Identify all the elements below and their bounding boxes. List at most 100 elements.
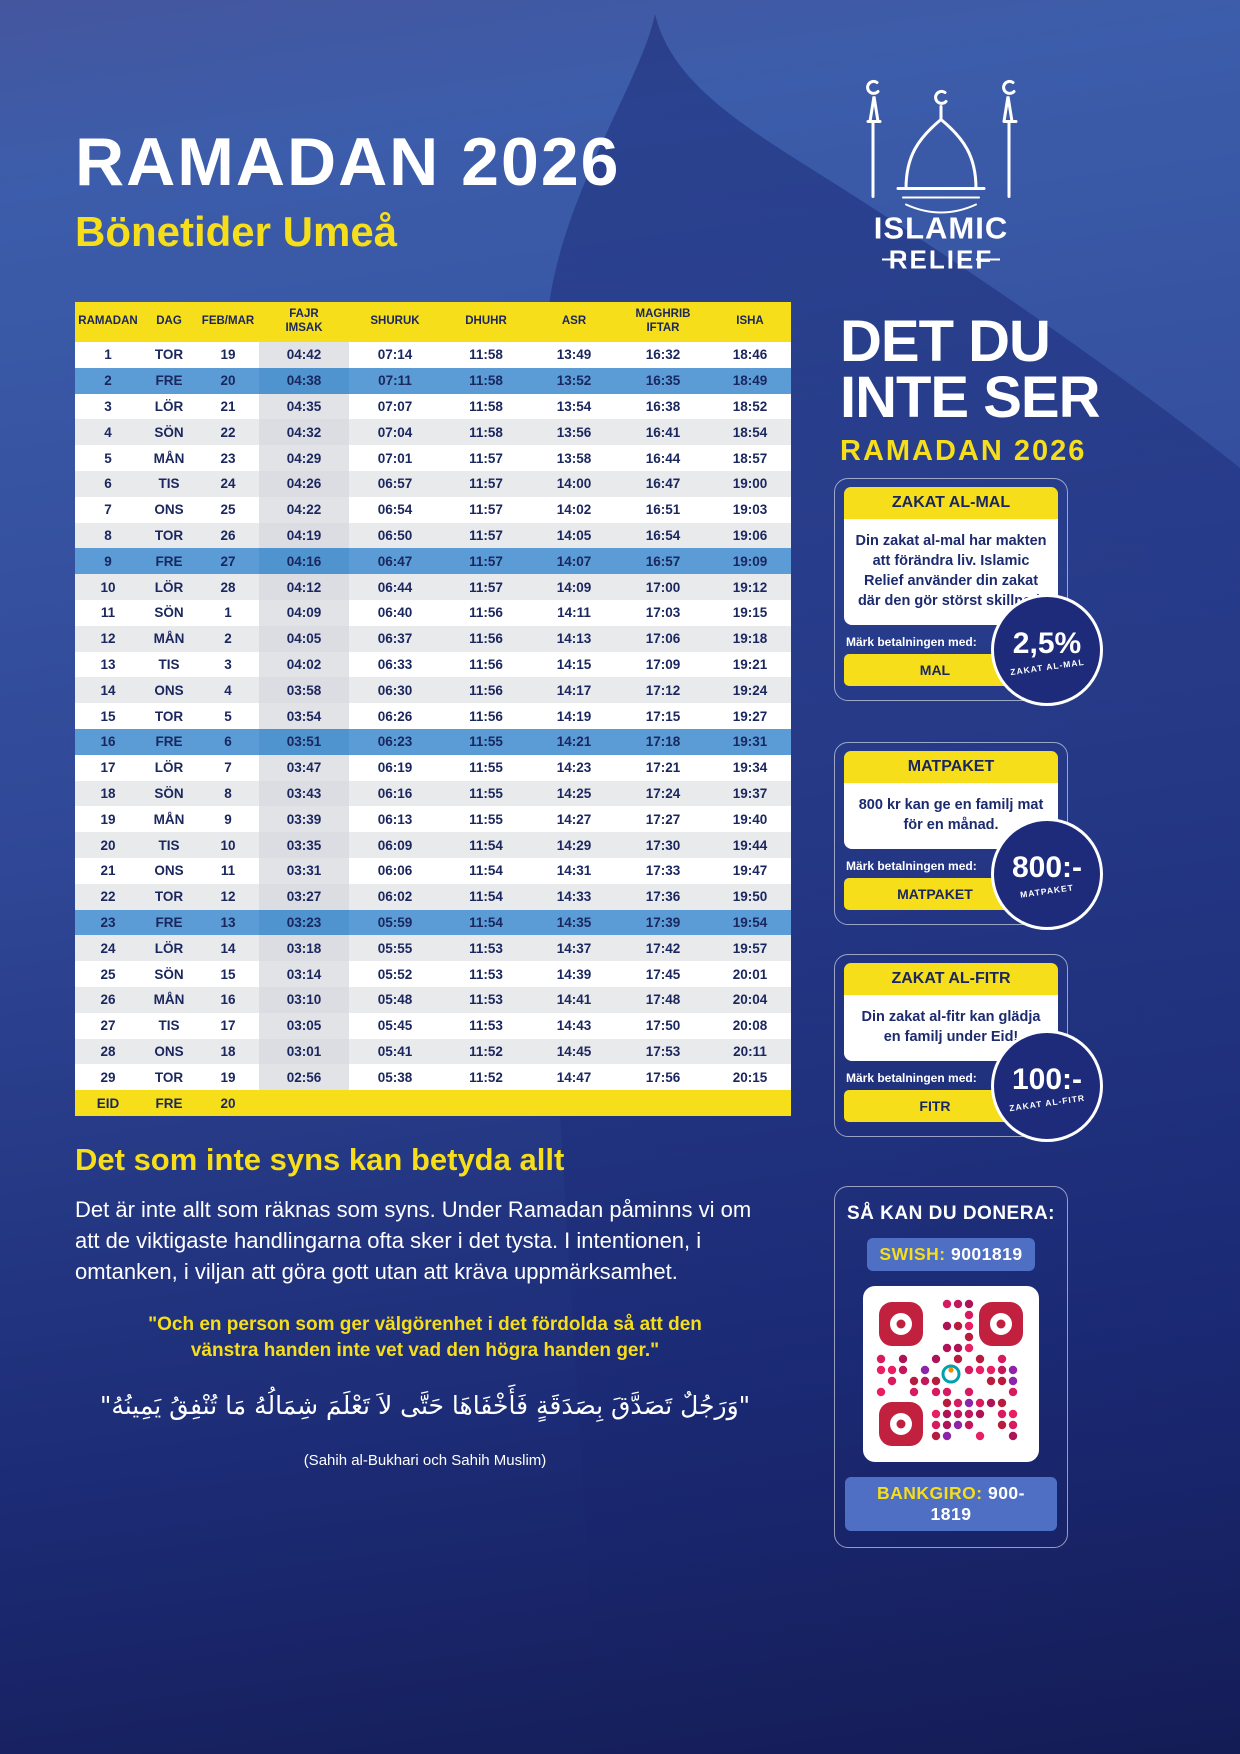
column-header: SHURUK <box>349 302 441 342</box>
table-cell: 21 <box>197 393 259 420</box>
table-row: 11 SÖN 1 04:09 06:40 11:56 14:11 17:03 19:15 <box>75 599 791 626</box>
table-cell: SÖN <box>141 599 197 626</box>
table-cell: 13:52 <box>531 367 617 394</box>
table-cell: 03:51 <box>259 728 349 755</box>
amount-badge: 100:- ZAKAT AL-FITR <box>991 1030 1103 1142</box>
table-cell: 03:14 <box>259 961 349 987</box>
table-cell: 3 <box>197 651 259 678</box>
table-cell: 9 <box>75 548 141 575</box>
table-cell: 25 <box>75 961 141 987</box>
table-cell: 19:21 <box>709 651 791 678</box>
table-cell: 11:57 <box>441 445 531 471</box>
campaign-title-line1: DET DU <box>840 309 1051 374</box>
table-cell: 13 <box>75 651 141 678</box>
bankgiro-number: 900-1819 <box>930 1483 1025 1524</box>
logo-text-islamic: ISLAMIC <box>874 211 1008 246</box>
table-cell: 06:40 <box>349 599 441 626</box>
message-heading: Det som inte syns kan betyda allt <box>75 1142 565 1177</box>
table-cell: 12 <box>197 883 259 910</box>
table-cell: 28 <box>75 1038 141 1065</box>
table-cell: TOR <box>141 342 197 368</box>
table-cell: 11 <box>75 599 141 626</box>
table-cell: SÖN <box>141 419 197 446</box>
table-cell: 19:47 <box>709 857 791 884</box>
table-cell: 23 <box>197 445 259 471</box>
table-row: 19 MÅN 9 03:39 06:13 11:55 14:27 17:27 19:40 <box>75 806 791 833</box>
table-cell: 7 <box>197 754 259 781</box>
table-cell: 14:35 <box>531 909 617 936</box>
table-cell: 11:58 <box>441 393 531 420</box>
table-cell: 16:57 <box>617 548 709 575</box>
table-cell: 06:02 <box>349 883 441 910</box>
card-body: Din zakat al-mal har makten att förändra… <box>844 519 1058 625</box>
table-cell: 11:56 <box>441 677 531 704</box>
table-row: 10 LÖR 28 04:12 06:44 11:57 14:09 17:00 19:12 <box>75 574 791 600</box>
table-cell: 06:54 <box>349 496 441 523</box>
column-header: ISHA <box>709 302 791 342</box>
table-cell: 8 <box>197 780 259 807</box>
table-cell: 17:42 <box>617 935 709 962</box>
table-row: 26 MÅN 16 03:10 05:48 11:53 14:41 17:48 20:04 <box>75 986 791 1013</box>
table-cell: 18:52 <box>709 393 791 420</box>
table-cell: 06:09 <box>349 832 441 858</box>
table-cell: 11:57 <box>441 574 531 600</box>
table-cell: 04:19 <box>259 522 349 549</box>
table-cell: 17:50 <box>617 1012 709 1039</box>
table-cell: 11 <box>197 857 259 884</box>
table-cell: 06:33 <box>349 651 441 678</box>
table-cell: 5 <box>75 445 141 471</box>
table-row: 5 MÅN 23 04:29 07:01 11:57 13:58 16:44 18:57 <box>75 445 791 471</box>
table-cell: 06:16 <box>349 780 441 807</box>
badge-value: 100:- <box>1011 1062 1083 1096</box>
table-cell: FRE <box>141 728 197 755</box>
table-cell: 20 <box>197 367 259 394</box>
table-row: 7 ONS 25 04:22 06:54 11:57 14:02 16:51 19:03 <box>75 496 791 523</box>
table-cell: 11:58 <box>441 367 531 394</box>
table-cell: 16:41 <box>617 419 709 446</box>
table-cell: 29 <box>75 1064 141 1091</box>
table-cell: 03:35 <box>259 832 349 858</box>
column-header: FAJR IMSAK <box>259 302 349 342</box>
table-cell: 14:41 <box>531 986 617 1013</box>
table-cell <box>259 1090 349 1116</box>
table-cell: 03:01 <box>259 1038 349 1065</box>
table-cell: 25 <box>197 496 259 523</box>
table-cell: FRE <box>141 548 197 575</box>
table-cell: 14:11 <box>531 599 617 626</box>
table-cell: 26 <box>197 522 259 549</box>
table-cell: 14:25 <box>531 780 617 807</box>
hadith-quote-swedish: "Och en person som ger välgörenhet i det… <box>148 1313 702 1362</box>
table-cell: 14:23 <box>531 754 617 781</box>
table-cell: 16:51 <box>617 496 709 523</box>
table-cell: 19:54 <box>709 909 791 936</box>
table-cell: 17:27 <box>617 806 709 833</box>
table-cell: ONS <box>141 496 197 523</box>
column-header: ASR <box>531 302 617 342</box>
mark-payment-label: Märk betalningen med: <box>846 859 977 873</box>
table-cell: 03:05 <box>259 1012 349 1039</box>
table-cell: 05:59 <box>349 909 441 936</box>
table-cell: 04:09 <box>259 599 349 626</box>
table-cell: 17:24 <box>617 780 709 807</box>
table-cell: 4 <box>197 677 259 704</box>
table-cell: MÅN <box>141 625 197 652</box>
table-cell: TOR <box>141 703 197 729</box>
table-cell: 11:55 <box>441 754 531 781</box>
table-cell: 05:55 <box>349 935 441 962</box>
table-cell: 03:27 <box>259 883 349 910</box>
table-cell: 19:31 <box>709 728 791 755</box>
message-body: Det är inte allt som räknas som syns. Un… <box>75 1197 752 1285</box>
column-header: DHUHR <box>441 302 531 342</box>
table-cell: 23 <box>75 909 141 936</box>
table-row: 1 TOR 19 04:42 07:14 11:58 13:49 16:32 18:46 <box>75 342 791 368</box>
table-cell: 14:02 <box>531 496 617 523</box>
table-cell: 11:57 <box>441 522 531 549</box>
table-cell: ONS <box>141 677 197 704</box>
table-cell: 20:04 <box>709 986 791 1013</box>
table-cell: 16:54 <box>617 522 709 549</box>
table-cell: 11:58 <box>441 419 531 446</box>
campaign-subtitle: RAMADAN 2026 <box>840 435 1087 468</box>
table-cell: 11:54 <box>441 883 531 910</box>
column-header: FEB/MAR <box>197 302 259 342</box>
table-row: 20 TIS 10 03:35 06:09 11:54 14:29 17:30 19:44 <box>75 832 791 858</box>
